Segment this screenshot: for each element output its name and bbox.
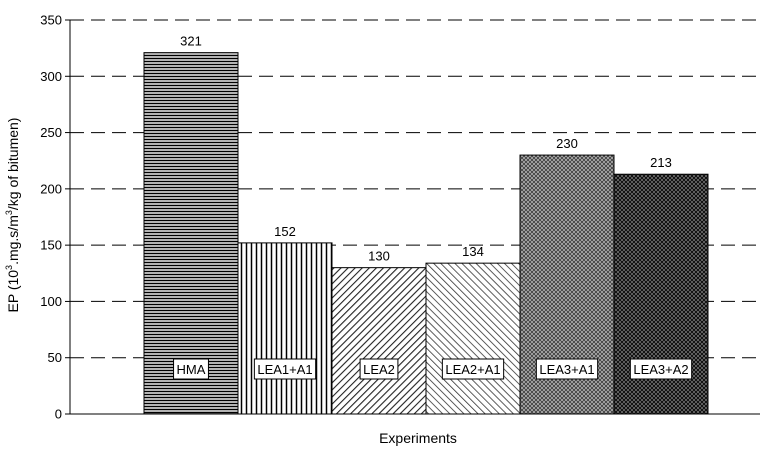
axes [65,19,760,415]
category-label-box [253,358,317,380]
category-label: LEA2+A1 [441,358,505,380]
x-axis-title: Experiments [379,430,457,446]
category-label-text: LEA2+A1 [445,362,500,377]
bars [143,52,709,415]
bar-lea2 [331,267,427,415]
y-tick-label: 150 [40,238,62,253]
category-label: LEA1+A1 [253,358,317,380]
y-axis-title-prefix: EP (10 [5,270,21,313]
category-label-box [359,358,399,380]
y-tick-labels: 0 50 100 150 200 250 300 350 [40,13,62,422]
y-axis-title-sup2: 3 [4,210,14,215]
y-axis-title-sup1: 3 [4,265,14,270]
y-axis-title: EP (103.mg.s/m3/kg of bitumen) [4,118,21,313]
value-label: 321 [180,34,202,49]
y-tick-label: 200 [40,181,62,196]
value-label: 213 [650,155,672,170]
y-tick-label: 250 [40,125,62,140]
category-label-text: HMA [177,362,206,377]
category-label: LEA2 [359,358,399,380]
category-label: LEA3+A2 [629,358,693,380]
bar-lea2-plus-a1 [425,262,521,415]
category-labels: HMA LEA1+A1 LEA2 LEA2+A1 LEA3+A1 LEA3+A2 [173,358,693,380]
category-label-text: LEA1+A1 [257,362,312,377]
y-tick-label: 0 [55,407,62,422]
y-tick-label: 300 [40,69,62,84]
category-label-box [441,358,505,380]
y-tick-label: 50 [48,350,62,365]
category-label: LEA3+A1 [535,358,599,380]
category-label-text: LEA2 [363,362,395,377]
value-label: 130 [368,249,390,264]
y-tick-label: 100 [40,294,62,309]
y-axis-title-middle: .mg.s/m [5,215,21,265]
y-axis-title-suffix: /kg of bitumen) [5,118,21,211]
bar-lea1-plus-a1 [237,242,333,415]
category-label-text: LEA3+A1 [539,362,594,377]
category-label-box [535,358,599,380]
category-label-box [173,358,209,380]
y-tick-label: 350 [40,13,62,28]
value-label: 230 [556,136,578,151]
category-label: HMA [173,358,209,380]
category-label-text: LEA3+A2 [633,362,688,377]
value-labels: 321 152 130 134 230 213 [180,34,672,264]
category-label-box [629,358,693,380]
value-label: 152 [274,224,296,239]
value-label: 134 [462,244,484,259]
